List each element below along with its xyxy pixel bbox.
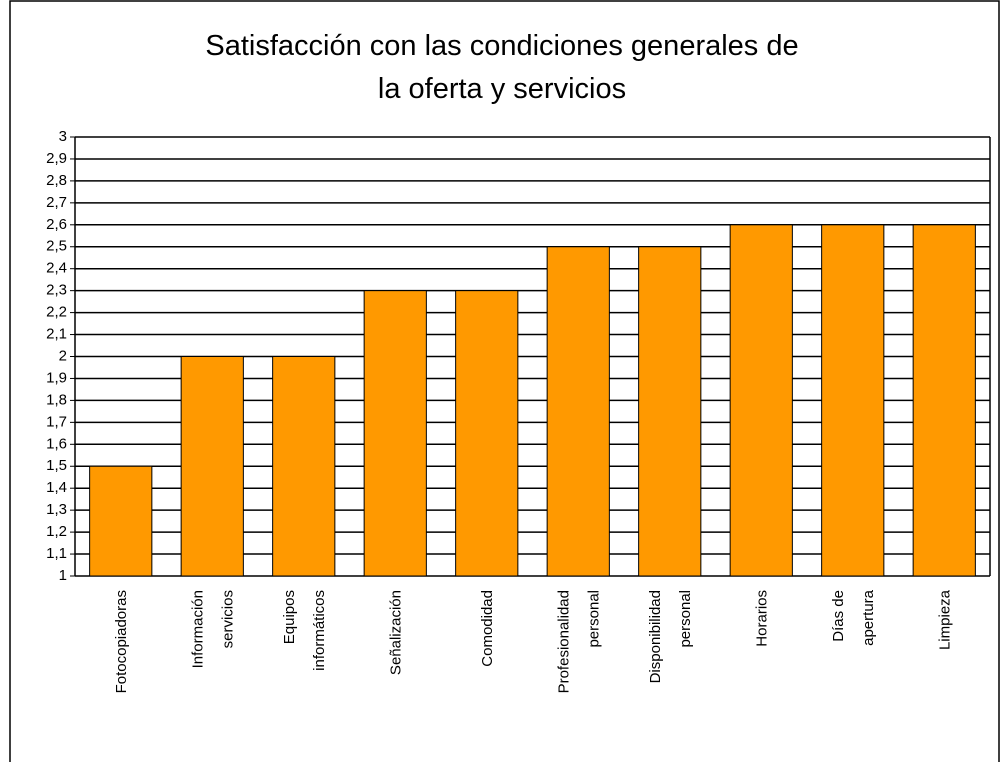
- y-tick-label: 2,1: [46, 326, 67, 343]
- y-tick-label: 2,2: [46, 304, 67, 321]
- x-tick-label: Profesionalidad personal: [555, 590, 602, 693]
- y-tick-label: 1,9: [46, 369, 67, 386]
- y-tick-label: 1,1: [46, 545, 67, 562]
- y-tick-label: 2: [59, 347, 67, 364]
- y-tick-label: 1,2: [46, 523, 67, 540]
- bar: [89, 465, 153, 577]
- y-tick-label: 2,9: [46, 150, 67, 167]
- y-tick-label: 1,4: [46, 479, 67, 496]
- text-line: Información: [189, 590, 206, 668]
- bar: [912, 224, 976, 577]
- bar: [180, 356, 244, 577]
- x-tick-label: Equipos informáticos: [281, 590, 328, 671]
- y-tick-label: 2,8: [46, 172, 67, 189]
- bar: [729, 224, 793, 577]
- y-tick-label: 3: [59, 128, 67, 145]
- text-line: Días de: [830, 590, 847, 642]
- text-line: la oferta y servicios: [378, 73, 626, 105]
- x-tick-label: Señalización: [387, 590, 404, 675]
- x-tick-label: Información servicios: [189, 590, 236, 668]
- x-tick-label: Disponibilidad personal: [647, 590, 694, 683]
- chart-title: Satisfacción con las condiciones general…: [205, 30, 798, 105]
- text-line: personal: [585, 590, 602, 648]
- text-line: informáticos: [311, 590, 328, 671]
- bar: [363, 290, 427, 577]
- text-line: Horarios: [753, 590, 770, 647]
- x-tick-label: Horarios: [753, 590, 770, 647]
- y-tick-label: 2,6: [46, 216, 67, 233]
- text-line: Señalización: [387, 590, 404, 675]
- y-tick-label: 2,4: [46, 260, 67, 277]
- y-tick-label: 1,6: [46, 435, 67, 452]
- x-tick-label: Fotocopiadoras: [113, 590, 130, 693]
- y-tick-label: 1,5: [46, 457, 67, 474]
- text-line: Disponibilidad: [647, 590, 664, 683]
- y-tick-label: 2,3: [46, 282, 67, 299]
- text-line: servicios: [219, 590, 236, 648]
- x-tick-label: Limpieza: [936, 589, 953, 650]
- bar: [455, 290, 519, 577]
- text-line: Satisfacción con las condiciones general…: [205, 30, 798, 62]
- bar: [272, 356, 336, 577]
- y-tick-label: 2,7: [46, 194, 67, 211]
- x-tick-label: Días de apertura: [830, 589, 877, 646]
- y-tick-label: 2,5: [46, 238, 67, 255]
- text-line: Comodidad: [479, 590, 496, 667]
- bar: [638, 246, 702, 577]
- y-tick-label: 1,3: [46, 501, 67, 518]
- y-tick-label: 1,7: [46, 413, 67, 430]
- y-tick-label: 1: [59, 567, 67, 584]
- y-tick-label: 1,8: [46, 391, 67, 408]
- bar: [546, 246, 610, 577]
- text-line: apertura: [860, 589, 877, 646]
- text-line: Limpieza: [936, 589, 953, 650]
- text-line: personal: [677, 590, 694, 648]
- text-line: Profesionalidad: [555, 590, 572, 693]
- text-line: Fotocopiadoras: [113, 590, 130, 693]
- x-tick-label: Comodidad: [479, 590, 496, 667]
- text-line: Equipos: [281, 590, 298, 644]
- bar: [821, 224, 885, 577]
